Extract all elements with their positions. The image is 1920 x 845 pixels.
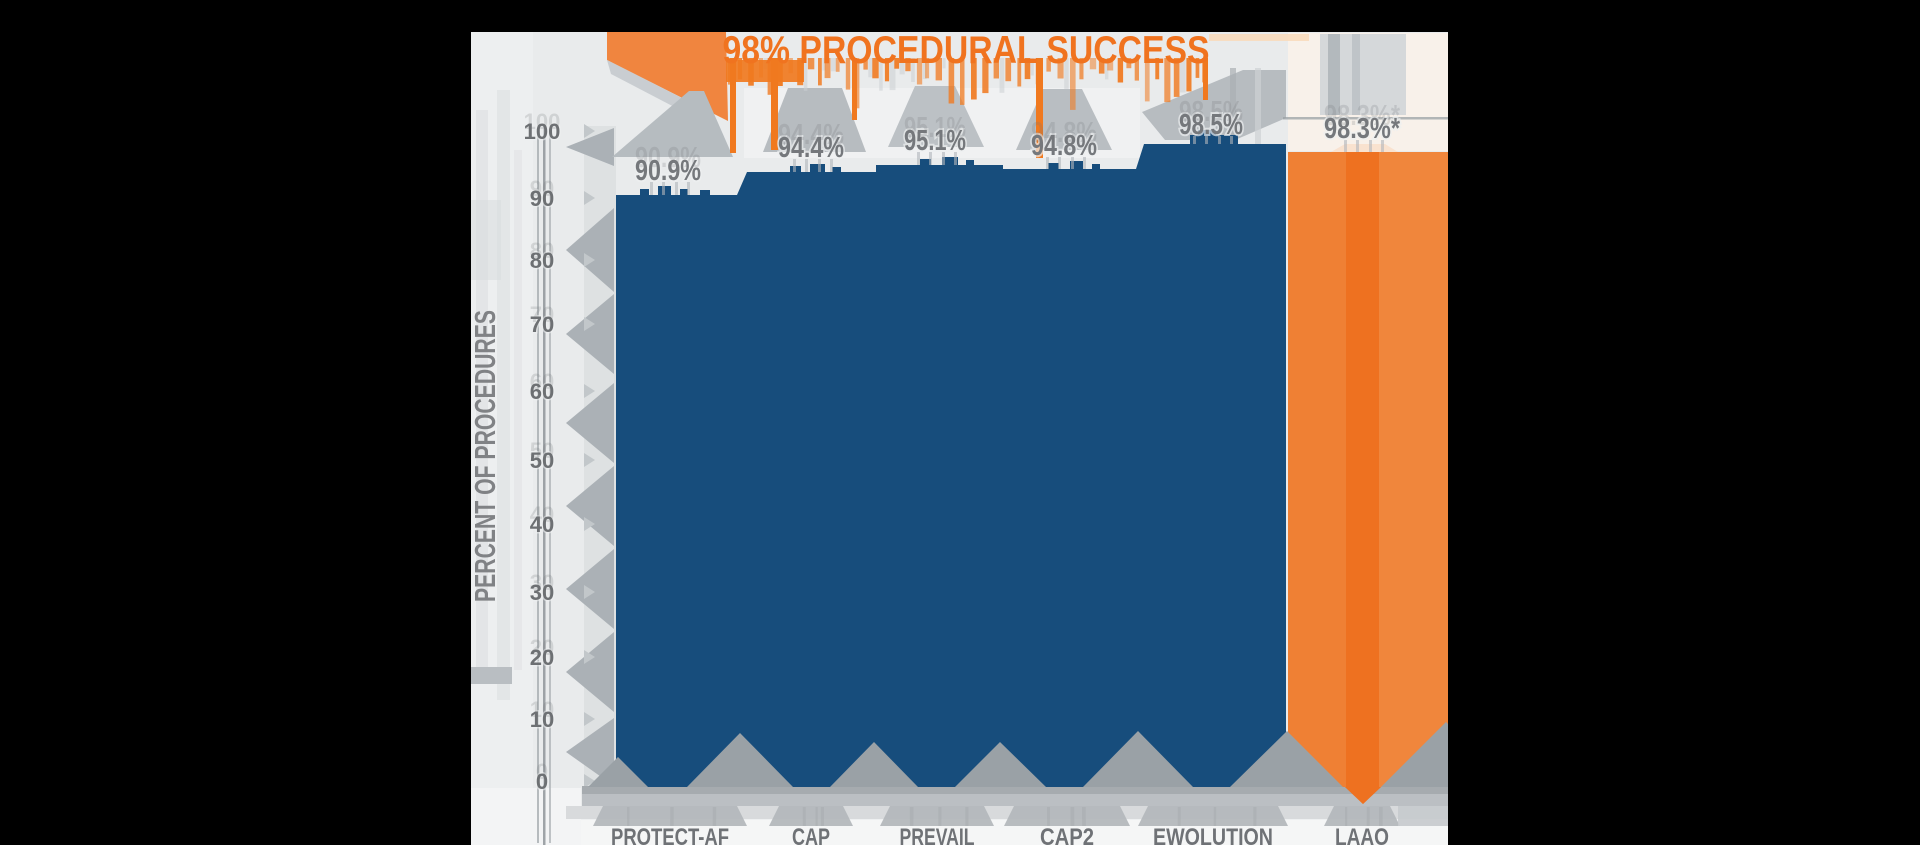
svg-text:95.1%: 95.1% xyxy=(904,125,966,157)
svg-text:94.8%: 94.8% xyxy=(1031,130,1097,162)
svg-text:80: 80 xyxy=(530,248,554,273)
svg-text:20: 20 xyxy=(530,645,554,670)
svg-text:CAP2: CAP2 xyxy=(1040,824,1094,845)
svg-text:20: 20 xyxy=(530,645,554,670)
svg-text:30: 30 xyxy=(530,580,554,605)
svg-text:10: 10 xyxy=(530,697,554,722)
svg-text:100: 100 xyxy=(524,109,561,134)
svg-text:20: 20 xyxy=(530,635,554,660)
svg-text:0: 0 xyxy=(536,759,548,784)
svg-text:80: 80 xyxy=(530,238,554,263)
svg-text:100: 100 xyxy=(524,119,561,144)
svg-text:98.5%: 98.5% xyxy=(1179,109,1243,141)
svg-text:40: 40 xyxy=(530,512,554,537)
svg-text:98% PROCEDURAL SUCCESS: 98% PROCEDURAL SUCCESS xyxy=(723,29,1210,72)
svg-text:98.3%*: 98.3%* xyxy=(1324,100,1401,132)
svg-text:10: 10 xyxy=(530,707,554,732)
svg-text:CAP: CAP xyxy=(792,824,830,845)
svg-text:98.3%*: 98.3%* xyxy=(1324,113,1401,145)
svg-text:94.4%: 94.4% xyxy=(778,132,844,164)
svg-text:94.4%: 94.4% xyxy=(778,132,844,164)
svg-text:60: 60 xyxy=(530,379,554,404)
svg-text:10: 10 xyxy=(530,707,554,732)
svg-text:80: 80 xyxy=(530,248,554,273)
svg-text:95.1%: 95.1% xyxy=(904,125,966,157)
svg-text:98.5%: 98.5% xyxy=(1179,109,1243,141)
svg-text:90.9%: 90.9% xyxy=(635,155,701,187)
svg-text:90.9%: 90.9% xyxy=(635,142,701,174)
svg-text:30: 30 xyxy=(530,570,554,595)
svg-text:30: 30 xyxy=(530,580,554,605)
svg-text:98.5%: 98.5% xyxy=(1179,96,1243,128)
svg-text:0: 0 xyxy=(536,769,548,794)
svg-text:95.1%: 95.1% xyxy=(904,112,966,144)
svg-text:PERCENT OF PROCEDURES: PERCENT OF PROCEDURES xyxy=(470,310,502,602)
svg-text:90: 90 xyxy=(530,176,554,201)
svg-text:70: 70 xyxy=(530,312,554,337)
svg-text:PROTECT-AF: PROTECT-AF xyxy=(611,824,729,845)
svg-text:98.3%*: 98.3%* xyxy=(1324,113,1401,145)
svg-text:70: 70 xyxy=(530,312,554,337)
svg-text:94.8%: 94.8% xyxy=(1031,130,1097,162)
svg-text:94.4%: 94.4% xyxy=(778,119,844,151)
svg-text:50: 50 xyxy=(530,438,554,463)
svg-text:50: 50 xyxy=(530,448,554,473)
svg-text:50: 50 xyxy=(530,448,554,473)
svg-text:90: 90 xyxy=(530,186,554,211)
svg-text:40: 40 xyxy=(530,512,554,537)
svg-text:LAAO: LAAO xyxy=(1335,824,1389,845)
svg-text:70: 70 xyxy=(530,302,554,327)
svg-text:EWOLUTION: EWOLUTION xyxy=(1153,824,1273,845)
svg-text:60: 60 xyxy=(530,369,554,394)
svg-text:90: 90 xyxy=(530,186,554,211)
svg-text:94.8%: 94.8% xyxy=(1031,117,1097,149)
svg-text:0: 0 xyxy=(536,769,548,794)
svg-text:60: 60 xyxy=(530,379,554,404)
svg-text:100: 100 xyxy=(524,119,561,144)
svg-text:90.9%: 90.9% xyxy=(635,155,701,187)
svg-text:40: 40 xyxy=(530,502,554,527)
svg-text:PREVAIL: PREVAIL xyxy=(900,824,975,845)
